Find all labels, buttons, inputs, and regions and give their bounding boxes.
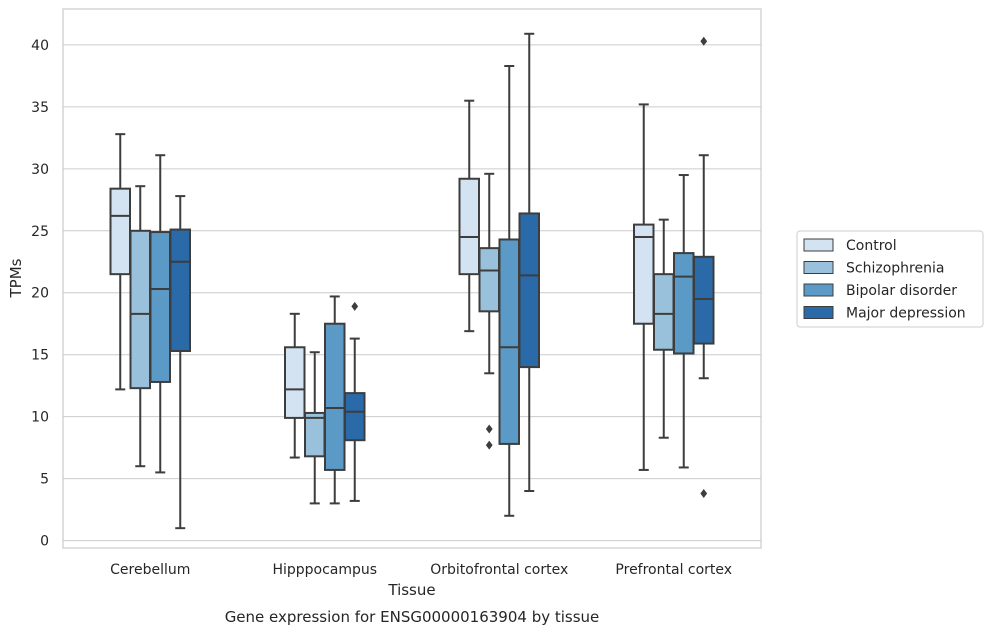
- x-tick-label: Cerebellum: [110, 562, 190, 578]
- x-axis-title: Tissue: [387, 581, 435, 599]
- box-bipolar-disorder: [324, 295, 346, 505]
- legend-label: Schizophrenia: [846, 261, 944, 277]
- legend-label: Bipolar disorder: [846, 283, 957, 299]
- box-schizophrenia: [304, 351, 326, 505]
- iqr-box: [344, 392, 366, 442]
- y-tick-label: 35: [31, 100, 49, 116]
- box-bipolar-disorder: [149, 154, 171, 474]
- y-tick-label: 15: [31, 348, 49, 364]
- y-tick-label: 30: [31, 162, 49, 178]
- iqr-box: [324, 322, 346, 471]
- box-major-depression: [344, 301, 366, 502]
- box-bipolar-disorder: [673, 174, 695, 469]
- outlier-point: [700, 36, 708, 46]
- outlier-point: [485, 424, 493, 434]
- y-tick-label: 20: [31, 286, 49, 302]
- iqr-box: [149, 231, 171, 383]
- y-tick-labels: 0 5 10 15 20 25 30 35 40: [31, 38, 49, 550]
- legend: Control Schizophrenia Bipolar disorder Majo…: [796, 230, 984, 328]
- plot-area-frame: [62, 8, 762, 549]
- legend-swatch: [803, 306, 834, 319]
- legend-swatch: [803, 238, 834, 252]
- legend-label: Major depression: [846, 306, 966, 322]
- y-tick-label: 0: [40, 534, 49, 550]
- iqr-box: [109, 187, 131, 276]
- iqr-box: [673, 252, 695, 355]
- legend-items: Control Schizophrenia Bipolar disorder Majo…: [803, 238, 966, 322]
- box-groups: [109, 32, 715, 530]
- box-schizophrenia: [129, 185, 151, 468]
- box-control: [284, 312, 306, 459]
- legend-frame: [796, 230, 984, 328]
- legend-swatch: [803, 261, 834, 274]
- iqr-box: [304, 411, 326, 458]
- iqr-box: [633, 223, 655, 325]
- iqr-box: [518, 212, 540, 369]
- box-control: [109, 133, 131, 391]
- box-bipolar-disorder: [498, 64, 520, 517]
- y-tick-label: 40: [31, 38, 49, 54]
- chart-caption: Gene expression for ENSG00000163904 by t…: [225, 608, 600, 626]
- outlier-point: [351, 301, 359, 311]
- box-major-depression: [169, 195, 191, 530]
- outlier-point: [485, 440, 493, 450]
- x-tick-label: Orbitofrontal cortex: [430, 562, 568, 578]
- x-tick-label: Prefrontal cortex: [615, 562, 732, 578]
- box-control: [633, 103, 655, 471]
- box-schizophrenia: [653, 218, 675, 439]
- iqr-box: [693, 255, 715, 345]
- iqr-box: [498, 238, 520, 445]
- y-tick-label: 25: [31, 224, 49, 240]
- y-tick-label: 10: [31, 410, 49, 426]
- box-major-depression: [693, 36, 715, 498]
- iqr-box: [169, 228, 191, 352]
- box-major-depression: [518, 32, 540, 493]
- box-control: [458, 99, 480, 333]
- x-tick-label: Hipppocampus: [272, 562, 377, 578]
- y-tick-label: 5: [40, 472, 49, 488]
- iqr-box: [653, 273, 675, 351]
- box-schizophrenia: [478, 172, 500, 450]
- legend-label: Control: [846, 238, 897, 254]
- legend-swatch: [803, 283, 834, 297]
- y-axis-title: TPMs: [7, 258, 25, 298]
- iqr-box: [284, 346, 306, 419]
- iqr-box: [478, 247, 500, 313]
- outlier-point: [700, 488, 708, 498]
- iqr-box: [458, 177, 480, 276]
- iqr-box: [129, 229, 151, 390]
- x-tick-labels: Cerebellum Hipppocampus Orbitofrontal cort…: [110, 562, 732, 578]
